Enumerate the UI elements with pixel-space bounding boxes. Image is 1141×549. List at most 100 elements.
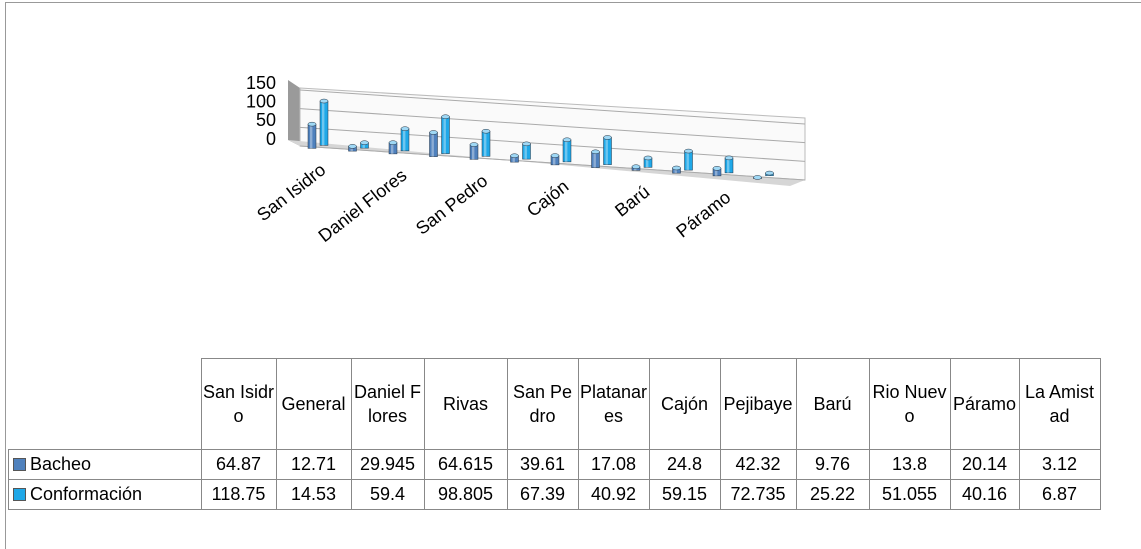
bar-group bbox=[550, 153, 560, 166]
data-row: Conformación 118.75 14.53 59.4 98.805 67.39 40… bbox=[8, 479, 1101, 510]
column-header: Pejibaye bbox=[719, 358, 797, 450]
bar-group bbox=[388, 140, 398, 155]
bar-highlight bbox=[593, 151, 596, 168]
data-cell: 64.87 bbox=[200, 449, 277, 480]
bar-top bbox=[562, 137, 572, 143]
legend-label: Conformación bbox=[30, 484, 143, 504]
data-cell: 59.4 bbox=[350, 479, 425, 510]
bar-highlight bbox=[472, 144, 475, 160]
grid-line bbox=[299, 126, 806, 162]
bar-highlight bbox=[403, 128, 406, 151]
bar-highlight bbox=[310, 124, 313, 149]
bar-top bbox=[400, 126, 410, 131]
data-table: San Isidro General Daniel Flores Rivas San P… bbox=[8, 358, 1101, 510]
row-header: Bacheo bbox=[8, 449, 202, 480]
bar-group bbox=[469, 142, 479, 160]
legend-key bbox=[13, 488, 26, 501]
bar-group bbox=[348, 144, 357, 152]
bar-group bbox=[672, 165, 681, 174]
bar-group bbox=[603, 135, 612, 165]
bar-group bbox=[510, 153, 519, 163]
side-wall bbox=[288, 80, 300, 146]
data-cell: 59.15 bbox=[648, 479, 721, 510]
chart-frame bbox=[5, 2, 1141, 549]
bar-group bbox=[712, 166, 722, 177]
column-header: Rio Nuevo bbox=[868, 358, 951, 450]
bar-group bbox=[307, 121, 317, 149]
bar-group bbox=[522, 141, 531, 160]
header-row: San Isidro General Daniel Flores Rivas San P… bbox=[8, 358, 1101, 450]
bar-top bbox=[522, 141, 531, 147]
data-cell: 67.39 bbox=[506, 479, 579, 510]
bar-highlight bbox=[524, 143, 527, 160]
column-header: Rivas bbox=[423, 358, 508, 450]
data-cell: 72.735 bbox=[719, 479, 797, 510]
bar-highlight bbox=[553, 155, 556, 165]
bar-group bbox=[319, 98, 329, 146]
x-tick-label: Cajón bbox=[523, 176, 572, 221]
bar-top bbox=[684, 148, 693, 154]
bar-top bbox=[469, 142, 479, 147]
data-cell: 39.61 bbox=[506, 449, 579, 480]
grid-line bbox=[299, 89, 806, 125]
data-cell: 20.14 bbox=[949, 449, 1020, 480]
bar-group bbox=[753, 175, 762, 180]
bar-top bbox=[360, 140, 369, 145]
data-cell: 3.12 bbox=[1018, 449, 1101, 480]
bar-group bbox=[360, 140, 369, 149]
bar-top bbox=[441, 114, 450, 119]
corner-cell bbox=[8, 358, 202, 450]
data-cell: 6.87 bbox=[1018, 479, 1101, 510]
data-cell: 14.53 bbox=[275, 479, 352, 510]
bar-highlight bbox=[674, 167, 677, 174]
y-tick-label: 100 bbox=[246, 91, 276, 111]
bar-highlight bbox=[362, 142, 365, 149]
column-header: La Amistad bbox=[1018, 358, 1101, 450]
bar-top bbox=[388, 140, 398, 145]
data-cell: 9.76 bbox=[795, 449, 870, 480]
bar-top bbox=[348, 144, 357, 149]
column-header: Barú bbox=[795, 358, 870, 450]
bar-highlight bbox=[646, 157, 649, 168]
data-cell: 64.615 bbox=[423, 449, 508, 480]
bar-highlight bbox=[431, 132, 434, 157]
row-header: Conformación bbox=[8, 479, 202, 510]
bar-top bbox=[429, 130, 438, 135]
x-tick-label: Daniel Flores bbox=[315, 165, 411, 246]
column-header: Cajón bbox=[648, 358, 721, 450]
legend-label: Bacheo bbox=[30, 454, 92, 474]
legend-key bbox=[13, 458, 26, 471]
bar-group bbox=[441, 114, 450, 154]
bar-top bbox=[712, 166, 722, 171]
data-cell: 29.945 bbox=[350, 449, 425, 480]
bar-group bbox=[765, 170, 774, 176]
y-tick-label: 50 bbox=[256, 110, 276, 130]
bar-group bbox=[643, 155, 653, 168]
bar-highlight bbox=[484, 131, 487, 157]
data-cell: 98.805 bbox=[423, 479, 508, 510]
bar-highlight bbox=[565, 139, 568, 162]
x-tick-label: San Pedro bbox=[412, 171, 491, 239]
column-header: Páramo bbox=[949, 358, 1020, 450]
bar-group bbox=[481, 128, 491, 157]
x-tick-label: San Isidro bbox=[253, 160, 329, 226]
bar-top bbox=[643, 155, 653, 161]
data-cell: 24.8 bbox=[648, 449, 721, 480]
column-header: Platanares bbox=[577, 358, 650, 450]
bar-group bbox=[562, 137, 572, 163]
column-header: San Pedro bbox=[506, 358, 579, 450]
data-cell: 40.16 bbox=[949, 479, 1020, 510]
data-cell: 25.22 bbox=[795, 479, 870, 510]
bar-top bbox=[591, 149, 600, 155]
bar-top bbox=[765, 170, 774, 176]
y-tick-label: 150 bbox=[246, 73, 276, 93]
data-row: Bacheo 64.87 12.71 29.945 64.615 39.61 17.08 24… bbox=[8, 449, 1101, 480]
bar-top bbox=[672, 165, 681, 171]
bar-top bbox=[510, 153, 519, 158]
bar-highlight bbox=[686, 151, 689, 171]
grid-line bbox=[299, 108, 806, 144]
bar-highlight bbox=[727, 157, 730, 173]
bar-highlight bbox=[605, 137, 608, 165]
column-header: Daniel Flores bbox=[350, 358, 425, 450]
